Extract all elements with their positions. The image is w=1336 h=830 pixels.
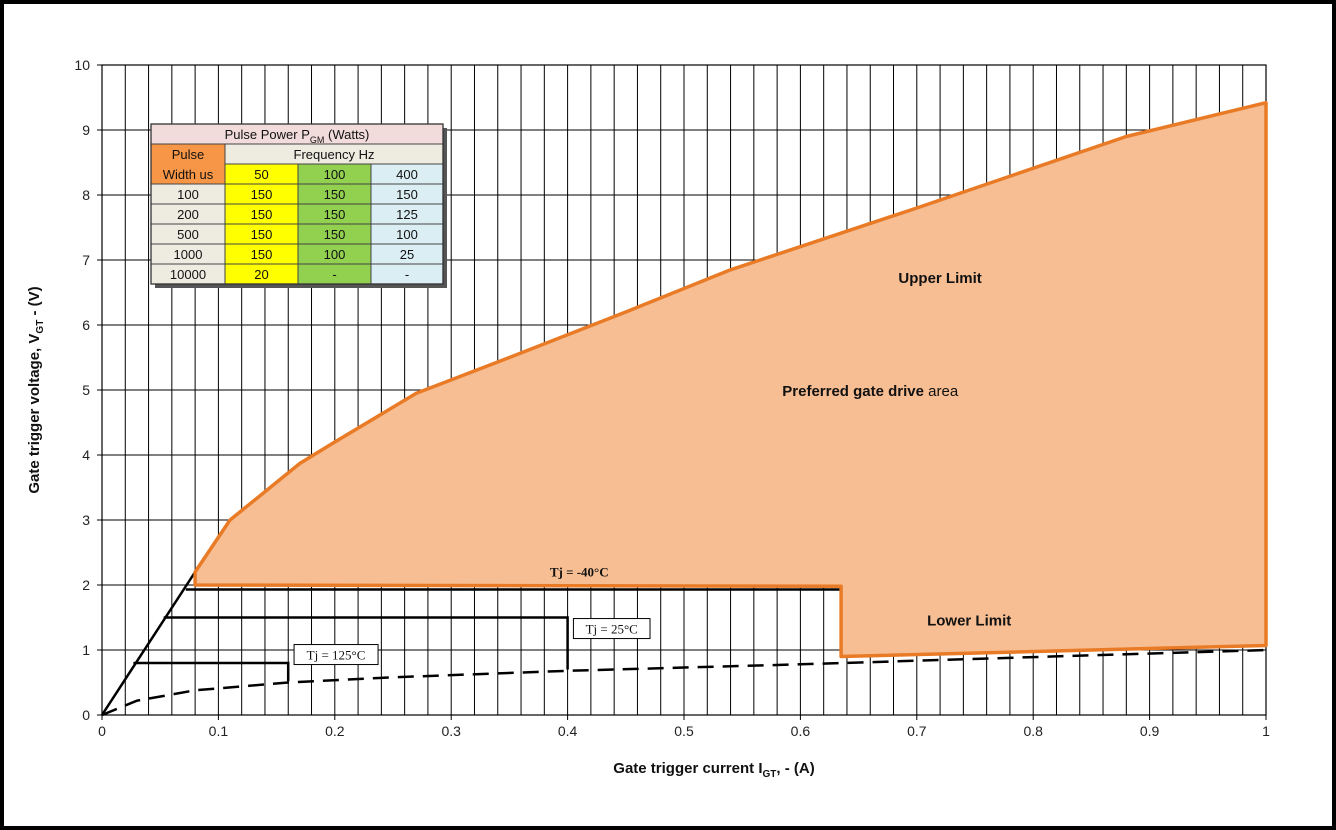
table-freq-label: 400 (396, 167, 418, 182)
tj-minus40-label: Tj = -40°C (550, 565, 609, 580)
y-tick-label: 7 (82, 252, 90, 268)
y-tick-label: 0 (82, 707, 90, 723)
load-line (100, 571, 197, 716)
x-tick-label: 0.2 (325, 723, 345, 739)
x-tick-label: 0.8 (1023, 723, 1043, 739)
table-width-value: 200 (177, 207, 199, 222)
table-value: - (405, 267, 409, 282)
x-tick-label: 0.6 (791, 723, 811, 739)
table-value: 150 (251, 227, 273, 242)
table-value: 100 (396, 227, 418, 242)
table-value: 150 (324, 227, 346, 242)
y-tick-label: 9 (82, 122, 90, 138)
table-border (150, 123, 444, 285)
tj-25-label: Tj = 25°C (586, 622, 638, 637)
y-tick-label: 6 (82, 317, 90, 333)
threshold-line-1 (163, 616, 569, 670)
table-value: 125 (396, 207, 418, 222)
x-tick-label: 0 (98, 723, 106, 739)
table-value: 20 (254, 267, 268, 282)
table-pulse-header: Pulse (172, 147, 205, 162)
table-value: 100 (324, 247, 346, 262)
preferred-area-fill (195, 102, 1267, 657)
tj-125-label-box (293, 644, 379, 666)
x-tick-label: 0.5 (674, 723, 694, 739)
preferred-area-label: Preferred gate drive area (782, 383, 959, 400)
y-tick-label: 8 (82, 187, 90, 203)
table-value: 150 (251, 207, 273, 222)
x-tick-label: 1 (1262, 723, 1270, 739)
y-tick-label: 10 (74, 57, 90, 73)
preferred-area (195, 102, 1267, 657)
table-value: - (332, 267, 336, 282)
lower-limit-label: Lower Limit (927, 612, 1011, 629)
table-freq-label: 100 (324, 167, 346, 182)
upper-limit-label: Upper Limit (898, 270, 981, 287)
table-value: 150 (324, 187, 346, 202)
y-tick-label: 5 (82, 382, 90, 398)
tj-125-label: Tj = 125°C (307, 648, 366, 663)
table-width-value: 1000 (174, 247, 203, 262)
table-value: 150 (324, 207, 346, 222)
x-tick-label: 0.3 (441, 723, 461, 739)
y-tick-label: 4 (82, 447, 90, 463)
curves (100, 100, 1268, 717)
tick-labels: 0 0.1 0.2 0.3 0.4 0.5 0.6 0.7 0.8 0.9 101234567891… (74, 57, 1270, 739)
table-title: Pulse Power PGM (Watts) (225, 127, 370, 145)
table-freq-label: 50 (254, 167, 268, 182)
y-tick-label: 2 (82, 577, 90, 593)
y-tick-label: 1 (82, 642, 90, 658)
x-tick-label: 0.1 (209, 723, 229, 739)
table-width-value: 500 (177, 227, 199, 242)
table-freq-header: Frequency Hz (294, 147, 375, 162)
tj-25-label-box (572, 618, 651, 640)
threshold-line-2 (133, 661, 290, 682)
x-axis-title: Gate trigger current IGT, - (A) (613, 760, 814, 780)
chart-svg: 0 0.1 0.2 0.3 0.4 0.5 0.6 0.7 0.8 0.9 101234567891… (26, 57, 1270, 780)
y-tick-label: 3 (82, 512, 90, 528)
preferred-area-edge (193, 100, 1268, 659)
dashed-min-curve (101, 648, 1267, 717)
temperature-labels: Tj = -40°C Tj = 25°C Tj = 125°C (293, 565, 651, 666)
pulse-power-table: Pulse Power PGM (Watts) Pulse Width us Freq… (150, 123, 447, 288)
table-value: 25 (400, 247, 414, 262)
table-value: 150 (251, 247, 273, 262)
table-value: 150 (251, 187, 273, 202)
table-value: 150 (396, 187, 418, 202)
y-axis-title: Gate trigger voltage, VGT - (V) (26, 286, 46, 493)
table-width-value: 10000 (170, 267, 206, 282)
x-tick-label: 0.9 (1140, 723, 1160, 739)
table-width-value: 100 (177, 187, 199, 202)
x-tick-label: 0.4 (558, 723, 578, 739)
table-width-header: Width us (163, 167, 214, 182)
x-tick-label: 0.7 (907, 723, 927, 739)
